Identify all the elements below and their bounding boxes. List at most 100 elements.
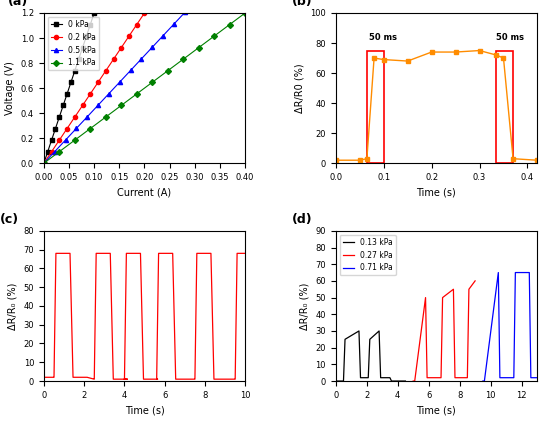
0.71 kPa — [480, 378, 486, 384]
0 kPa — [55, 118, 61, 123]
0.5 kPa — [102, 95, 109, 100]
0.2 kPa — [134, 22, 140, 27]
X-axis label: Current (A): Current (A) — [117, 187, 172, 197]
0.5 kPa — [106, 91, 112, 96]
0.2 kPa — [131, 26, 138, 31]
0.13 kPa — [378, 375, 384, 380]
0 kPa — [79, 45, 86, 50]
0.2 kPa — [92, 84, 99, 89]
1.1 kPa — [201, 41, 207, 46]
0.71 kPa — [481, 378, 488, 384]
0.2 kPa — [118, 45, 124, 50]
Y-axis label: ΔR/R₀ (%): ΔR/R₀ (%) — [300, 282, 310, 330]
1.1 kPa — [159, 72, 166, 77]
0.2 kPa — [59, 134, 65, 139]
0.5 kPa — [152, 41, 159, 46]
0.5 kPa — [113, 83, 119, 88]
0 kPa — [73, 65, 79, 70]
1.1 kPa — [169, 65, 176, 70]
0 kPa — [82, 37, 88, 42]
0.2 kPa — [54, 141, 60, 146]
0 kPa — [74, 61, 81, 66]
0.5 kPa — [109, 87, 116, 92]
0.2 kPa — [69, 118, 76, 123]
1.1 kPa — [196, 45, 202, 50]
0.5 kPa — [138, 56, 145, 61]
0.13 kPa — [380, 375, 387, 380]
0.5 kPa — [91, 107, 98, 112]
0 kPa — [78, 49, 84, 54]
0.5 kPa — [66, 133, 72, 139]
0.2 kPa — [48, 149, 55, 154]
0.13 kPa — [379, 375, 385, 380]
0.5 kPa — [62, 137, 69, 142]
1.1 kPa — [113, 107, 119, 112]
0.2 kPa — [66, 122, 73, 127]
0.5 kPa — [48, 153, 54, 158]
1.1 kPa — [82, 130, 88, 135]
0.27 kPa — [423, 295, 429, 300]
0.5 kPa — [88, 110, 94, 116]
1.1 kPa — [242, 10, 248, 16]
Text: (a): (a) — [8, 0, 28, 9]
Text: (c): (c) — [0, 213, 19, 226]
0 kPa — [70, 72, 77, 77]
1.1 kPa — [41, 161, 47, 166]
1.1 kPa — [56, 149, 62, 154]
0.71 kPa — [511, 375, 517, 380]
1.1 kPa — [128, 95, 135, 100]
0.13 kPa — [342, 337, 349, 342]
0 kPa — [88, 18, 95, 23]
0.13 kPa — [402, 378, 409, 384]
0.5 kPa — [170, 22, 177, 27]
1.1 kPa — [61, 145, 68, 150]
0 kPa — [51, 130, 58, 135]
X-axis label: Time (s): Time (s) — [416, 405, 456, 415]
0.5 kPa — [98, 99, 105, 104]
0.2 kPa — [89, 87, 96, 93]
0.5 kPa — [127, 68, 134, 73]
1.1 kPa — [134, 91, 140, 97]
0.27 kPa — [410, 378, 416, 384]
0.71 kPa — [496, 375, 503, 380]
0 kPa — [62, 95, 69, 100]
Bar — [367, 51, 384, 163]
0 kPa — [56, 114, 62, 120]
0.2 kPa — [125, 33, 132, 39]
0.2 kPa — [105, 65, 112, 70]
0.5 kPa — [174, 18, 181, 23]
0.27 kPa — [450, 287, 456, 292]
Text: 50 ms: 50 ms — [496, 33, 524, 42]
Line: 0.27 kPa: 0.27 kPa — [413, 281, 475, 381]
0.2 kPa — [64, 126, 70, 131]
0.2 kPa — [43, 157, 50, 162]
0.2 kPa — [116, 49, 122, 54]
X-axis label: Time (s): Time (s) — [416, 187, 456, 197]
0.5 kPa — [41, 161, 47, 166]
1.1 kPa — [72, 138, 78, 143]
0.2 kPa — [139, 14, 145, 19]
Legend: 0 kPa, 0.2 kPa, 0.5 kPa, 1.1 kPa: 0 kPa, 0.2 kPa, 0.5 kPa, 1.1 kPa — [48, 17, 99, 71]
0.13 kPa — [376, 328, 383, 333]
0.2 kPa — [121, 41, 127, 46]
1.1 kPa — [237, 14, 243, 19]
0.5 kPa — [181, 10, 188, 15]
0.27 kPa — [466, 287, 472, 292]
Line: 0.13 kPa: 0.13 kPa — [336, 331, 406, 381]
1.1 kPa — [45, 157, 52, 162]
Line: 1.1 kPa: 1.1 kPa — [42, 11, 247, 165]
0.2 kPa — [74, 110, 81, 116]
0.2 kPa — [51, 145, 58, 150]
0.5 kPa — [131, 64, 138, 69]
0 kPa — [43, 153, 50, 158]
0 kPa — [45, 145, 52, 150]
1.1 kPa — [102, 114, 109, 120]
0.5 kPa — [55, 145, 61, 150]
0 kPa — [85, 26, 92, 31]
0.71 kPa — [534, 375, 540, 380]
0.5 kPa — [178, 14, 185, 19]
0.27 kPa — [438, 375, 444, 380]
1.1 kPa — [66, 141, 73, 146]
0.2 kPa — [79, 103, 86, 108]
0.13 kPa — [387, 375, 393, 380]
